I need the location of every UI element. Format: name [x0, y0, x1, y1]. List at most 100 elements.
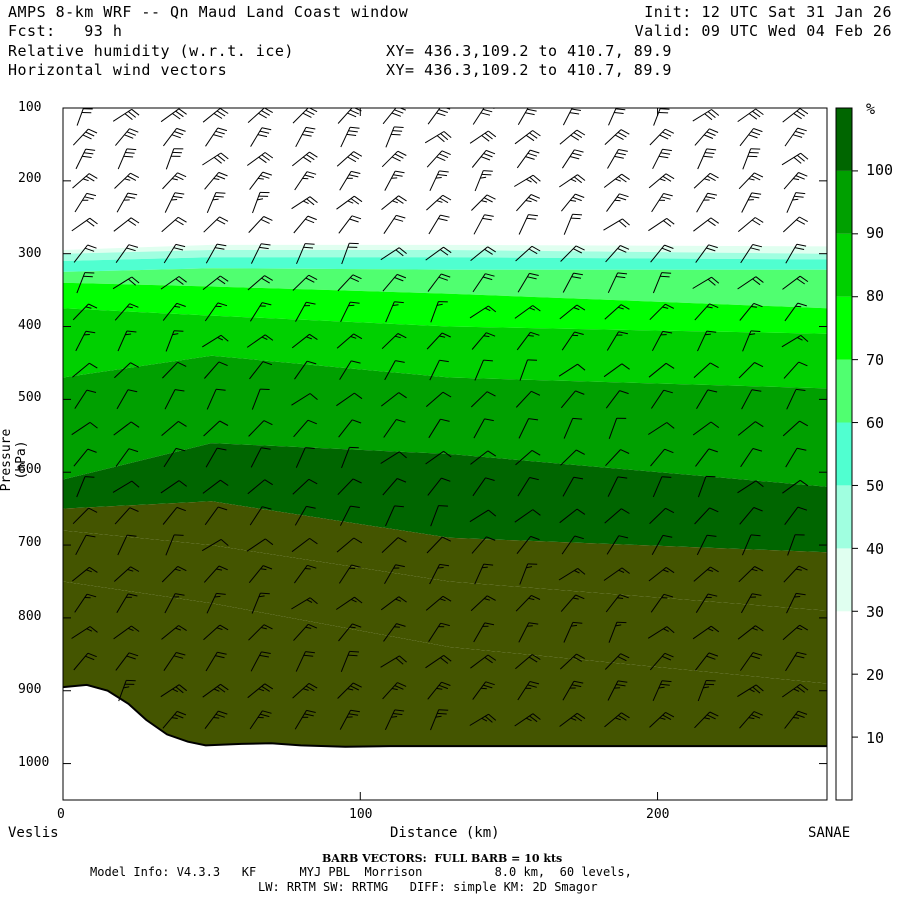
wind-barb	[249, 506, 272, 526]
wind-barb	[604, 129, 630, 145]
wind-barb	[469, 305, 497, 319]
wind-barb	[695, 652, 719, 671]
wind-barb	[294, 505, 316, 526]
wind-barb	[474, 563, 494, 585]
wind-barb	[471, 536, 496, 554]
wind-barb	[160, 276, 187, 290]
wind-barb	[291, 393, 318, 406]
wind-barb	[381, 150, 407, 168]
x-tick-label: 100	[349, 807, 373, 822]
wind-barb	[384, 564, 405, 584]
wind-barb	[161, 216, 187, 233]
wind-barb	[115, 652, 139, 671]
wind-barb	[605, 390, 629, 409]
wind-barb	[427, 681, 451, 700]
wind-barb	[339, 170, 361, 191]
wind-barb	[115, 128, 139, 146]
wind-barb	[650, 244, 674, 263]
wind-barb	[473, 418, 494, 439]
wind-barb	[248, 216, 273, 233]
wind-barb	[559, 174, 586, 188]
wind-barb	[740, 593, 762, 614]
wind-barb	[603, 218, 630, 231]
rh-band	[63, 501, 827, 611]
wind-barb	[250, 447, 271, 468]
wind-barb	[71, 566, 98, 582]
wind-barb	[291, 151, 318, 167]
wind-barb	[514, 305, 541, 319]
wind-barb	[295, 301, 316, 322]
wind-barb	[249, 302, 272, 322]
wind-barb	[559, 129, 586, 145]
wind-barb	[74, 389, 97, 409]
wind-barb	[424, 131, 452, 144]
wind-barb	[71, 217, 98, 232]
wind-barb	[163, 127, 186, 147]
wind-barb	[784, 506, 808, 526]
wind-barb	[648, 362, 675, 378]
wind-barb	[382, 478, 407, 496]
wind-barb	[741, 389, 762, 410]
wind-barb	[562, 476, 584, 497]
wind-barb	[382, 682, 407, 700]
wind-barb	[604, 712, 630, 728]
wind-barb	[73, 448, 97, 467]
start-location-label: Veslis	[8, 825, 59, 841]
wind-barb	[784, 710, 808, 729]
colorbar	[835, 107, 858, 801]
wind-barb	[515, 449, 541, 466]
wind-barb	[337, 274, 362, 292]
wind-barb	[608, 621, 627, 643]
rh-fill-layer	[63, 108, 827, 800]
wind-barb	[514, 509, 541, 523]
y-tick-label: 200	[18, 171, 42, 186]
wind-barb	[117, 534, 137, 556]
wind-barb	[428, 622, 450, 642]
wind-barb	[514, 174, 541, 187]
wind-barb	[72, 173, 98, 189]
wind-barb	[294, 171, 317, 191]
wind-barb	[696, 534, 717, 556]
wind-barb	[651, 330, 673, 352]
wind-barb	[608, 417, 627, 439]
wind-barb	[737, 480, 764, 494]
wind-barb	[293, 215, 317, 234]
forecast-hour: Fcst: 93 h	[8, 22, 123, 40]
wind-barb	[383, 214, 406, 234]
colorbar-segment	[836, 485, 852, 549]
wind-barb	[518, 214, 538, 235]
wind-barb	[473, 622, 495, 643]
x-tick-label: 200	[646, 807, 670, 822]
wind-barb	[71, 421, 98, 436]
wind-barb	[692, 625, 720, 640]
colorbar-label: 60	[866, 414, 885, 432]
wind-barb	[114, 507, 139, 525]
wind-barb	[470, 246, 496, 261]
colorbar-segment	[836, 296, 852, 360]
y-tick-label: 500	[18, 390, 42, 405]
wind-barb	[250, 651, 271, 672]
wind-barb	[114, 362, 140, 379]
wind-barb	[560, 594, 585, 612]
wind-barb	[561, 193, 585, 212]
wind-barb	[697, 148, 717, 170]
wind-barb	[163, 243, 186, 264]
wind-barb	[115, 244, 139, 263]
rh-band	[63, 108, 827, 247]
wind-barb	[607, 680, 628, 701]
wind-barb	[160, 108, 187, 123]
wind-barb	[338, 564, 361, 584]
wind-barb	[430, 709, 449, 731]
wind-barb	[648, 217, 675, 232]
wind-barb	[75, 534, 96, 556]
wind-barb	[160, 684, 188, 698]
rh-band	[63, 530, 827, 684]
y-tick-label: 1000	[18, 755, 50, 770]
wind-barb	[336, 392, 363, 407]
wind-barb	[427, 273, 451, 292]
wind-barb	[563, 213, 583, 235]
wind-barb	[428, 418, 450, 439]
wind-barb	[114, 303, 139, 321]
wind-barb	[430, 301, 448, 323]
wind-barb	[607, 149, 628, 169]
